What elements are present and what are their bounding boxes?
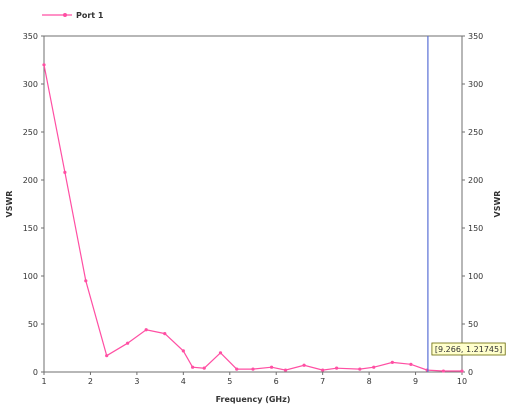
x-tick-label: 4 — [181, 377, 186, 386]
x-axis: 1 2 3 4 5 6 7 8 9 10 — [41, 372, 467, 386]
data-point — [126, 341, 130, 345]
y-tick-label-left: 200 — [23, 176, 38, 185]
x-tick-label: 8 — [367, 377, 372, 386]
y-tick-label-right: 100 — [468, 272, 483, 281]
data-point — [42, 63, 46, 67]
data-point — [460, 369, 464, 373]
y-tick-label-left: 50 — [28, 320, 38, 329]
data-point — [202, 366, 206, 370]
y-tick-label-right: 200 — [468, 176, 483, 185]
data-point — [409, 362, 413, 366]
data-point — [302, 363, 306, 367]
legend-marker-icon — [63, 13, 67, 17]
data-point — [191, 365, 195, 369]
data-point — [218, 351, 223, 355]
x-tick-label: 7 — [320, 377, 325, 386]
data-point — [372, 365, 376, 369]
y-tick-label-left: 350 — [23, 32, 38, 41]
data-point — [105, 354, 109, 358]
data-point — [235, 367, 239, 371]
y-tick-label-right: 0 — [468, 368, 473, 377]
data-point — [251, 367, 255, 371]
y-tick-label-left: 150 — [23, 224, 38, 233]
x-tick-label: 1 — [41, 377, 46, 386]
y-axis-left: 0 50 100 150 200 250 300 350 — [23, 32, 44, 377]
data-point — [181, 349, 185, 353]
x-tick-label: 5 — [227, 377, 232, 386]
data-point — [63, 170, 67, 174]
data-point — [144, 328, 148, 332]
data-point — [163, 332, 167, 336]
y-tick-label-left: 0 — [33, 368, 38, 377]
y-tick-label-left: 300 — [23, 80, 38, 89]
data-point — [335, 366, 339, 370]
y-tick-label-right: 350 — [468, 32, 483, 41]
x-tick-label: 2 — [88, 377, 93, 386]
data-point — [321, 368, 325, 372]
y-tick-label-right: 300 — [468, 80, 483, 89]
series-port-1 — [42, 63, 464, 373]
y-tick-label-left: 100 — [23, 272, 38, 281]
y-tick-label-right: 50 — [468, 320, 478, 329]
plot-area — [43, 35, 463, 373]
y-axis-left-title: VSWR — [5, 191, 14, 218]
data-point — [358, 367, 362, 371]
marker-annotation-box — [431, 342, 506, 356]
frequency-marker[interactable]: [9.266, 1.21745] — [427, 36, 506, 372]
legend-series-label: Port 1 — [76, 11, 104, 20]
marker-annotation-label: [9.266, 1.21745] — [435, 345, 502, 354]
x-tick-label: 3 — [134, 377, 139, 386]
x-tick-label: 10 — [457, 377, 467, 386]
y-axis-right: 0 50 100 150 200 250 300 350 — [462, 32, 483, 377]
x-axis-title: Frequency (GHz) — [216, 395, 291, 404]
y-tick-label-right: 250 — [468, 128, 483, 137]
data-point — [269, 365, 274, 369]
x-tick-label: 9 — [413, 377, 418, 386]
x-tick-label: 6 — [274, 377, 279, 386]
legend: Port 1 — [42, 11, 104, 20]
y-tick-label-left: 250 — [23, 128, 38, 137]
y-tick-label-right: 150 — [468, 224, 483, 233]
data-point — [84, 279, 88, 283]
data-point — [390, 360, 394, 364]
y-axis-right-title: VSWR — [493, 191, 502, 218]
data-point — [283, 368, 288, 372]
data-point — [441, 369, 446, 373]
